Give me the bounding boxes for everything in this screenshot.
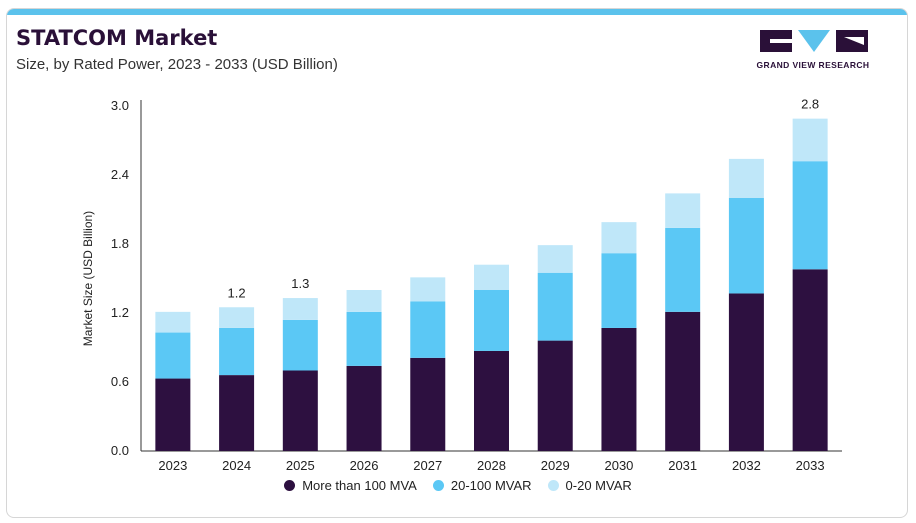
y-tick-label: 0.0 (111, 443, 129, 458)
bar-segment (155, 311, 191, 333)
x-tick-label: 2029 (541, 458, 570, 473)
x-tick-label: 2024 (222, 458, 251, 473)
x-tick-label: 2025 (286, 458, 315, 473)
x-tick-label: 2027 (413, 458, 442, 473)
bar-segment (282, 298, 318, 320)
chart-subtitle: Size, by Rated Power, 2023 - 2033 (USD B… (16, 56, 338, 73)
legend-label: 0-20 MVAR (565, 478, 632, 493)
x-tick-label: 2028 (477, 458, 506, 473)
bar-segment (728, 293, 764, 451)
bar-segment (346, 365, 382, 451)
x-tick-label: 2031 (668, 458, 697, 473)
grand-view-research-logo: GRAND VIEW RESEARCH (748, 28, 878, 74)
bar-segment (728, 158, 764, 198)
bar-segment (665, 311, 701, 451)
brand-name: GRAND VIEW RESEARCH (756, 60, 870, 70)
legend-swatch (432, 480, 444, 491)
bar-segment (155, 378, 191, 451)
x-tick-label: 2033 (796, 458, 825, 473)
bar-segment (346, 311, 382, 366)
legend-swatch (284, 480, 296, 491)
bar-total-label: 2.8 (801, 97, 819, 112)
chart-legend: More than 100 MVA 20-100 MVAR 0-20 MVAR (0, 478, 916, 494)
y-tick-label: 3.0 (111, 98, 129, 113)
bar-segment (155, 332, 191, 379)
legend-swatch (547, 480, 559, 491)
bar-segment (219, 375, 255, 451)
bar-segment (601, 222, 637, 254)
legend-item: 0-20 MVAR (547, 478, 632, 493)
legend-item: More than 100 MVA (284, 478, 417, 493)
bar-segment (601, 327, 637, 451)
x-tick-label: 2023 (158, 458, 187, 473)
y-axis-title: Market Size (USD Billion) (81, 211, 95, 346)
accent-top-bar (7, 9, 907, 15)
x-tick-label: 2030 (604, 458, 633, 473)
legend-label: More than 100 MVA (302, 478, 417, 493)
y-tick-label: 1.2 (111, 305, 129, 320)
bar-segment (410, 357, 446, 451)
bar-segment (474, 290, 509, 351)
bar-segment (792, 118, 828, 162)
bar-segment (537, 272, 573, 341)
bar-segment (792, 161, 828, 270)
y-tick-label: 0.6 (111, 374, 129, 389)
bar-segment (537, 340, 573, 451)
bar-total-label: 1.2 (228, 285, 246, 300)
bar-total-label: 1.3 (291, 276, 309, 291)
bar-segment (410, 277, 446, 302)
legend-label: 20-100 MVAR (450, 478, 532, 493)
bar-segment (537, 245, 573, 273)
chart-title: STATCOM Market (16, 26, 218, 50)
bar-segment (665, 193, 701, 228)
bar-segment (282, 319, 318, 371)
x-tick-label: 2032 (732, 458, 761, 473)
bar-segment (474, 350, 509, 451)
bar-segment (792, 269, 828, 451)
bar-segment (601, 253, 637, 328)
bar-segment (346, 290, 382, 312)
legend-item: 20-100 MVAR (432, 478, 532, 493)
logo-mark-icon (760, 30, 868, 52)
bar-segment (282, 370, 318, 451)
x-tick-label: 2026 (350, 458, 379, 473)
bar-segment (219, 307, 255, 328)
bar-segment (474, 264, 509, 290)
bar-segment (665, 227, 701, 312)
bar-segment (728, 198, 764, 294)
bar-segment (410, 301, 446, 358)
bar-segment (219, 327, 255, 376)
y-tick-label: 2.4 (111, 167, 129, 182)
y-tick-label: 1.8 (111, 236, 129, 251)
